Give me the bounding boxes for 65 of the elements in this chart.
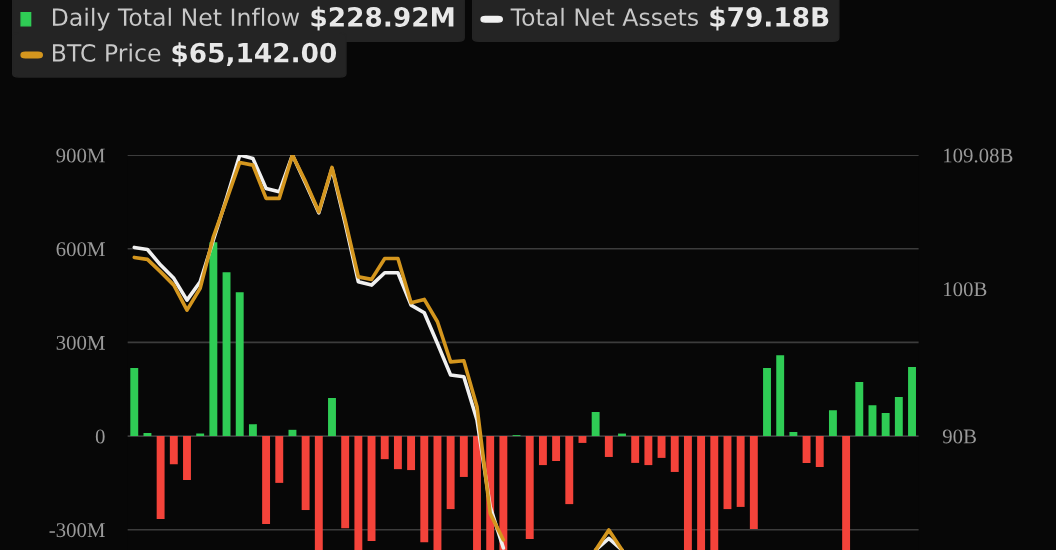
text: $65,142.00: [172, 42, 337, 67]
bar: [604, 436, 613, 457]
bar: [380, 436, 389, 460]
y-tick-label: 0: [95, 429, 105, 444]
y-tick-label: 600M: [56, 242, 105, 257]
text: $228.92M: [311, 6, 454, 31]
bar: [473, 436, 481, 550]
bar: [328, 397, 336, 437]
y2-tick-label: 109.08B: [944, 148, 1013, 163]
bar: [459, 436, 468, 477]
bar: [314, 436, 323, 550]
bar: [802, 436, 811, 463]
y-tick-label: -300M: [49, 523, 105, 538]
bar: [393, 436, 402, 470]
bar: [354, 436, 363, 550]
bar: [169, 436, 178, 465]
y-tick-label: 300M: [56, 335, 105, 350]
bar: [776, 355, 785, 437]
bar: [209, 242, 218, 437]
bar: [736, 436, 745, 507]
bar: [710, 436, 719, 550]
bar: [275, 436, 284, 483]
text: $79.18B: [710, 6, 829, 31]
bar: [631, 436, 640, 463]
bar: [341, 436, 350, 529]
bar: [143, 432, 152, 437]
y2-tick-label: 100B: [944, 282, 987, 297]
bar: [552, 436, 561, 462]
bar: [644, 436, 653, 466]
bar: [749, 436, 758, 530]
bar: [881, 412, 890, 437]
bar: [262, 436, 271, 525]
bar: [538, 436, 547, 466]
bar: [815, 436, 824, 467]
bar: [578, 436, 587, 443]
bar: [301, 436, 310, 511]
bar: [235, 292, 244, 437]
legend-label: BTC Price: [53, 43, 161, 62]
bar: [407, 436, 416, 471]
y-tick-label: 900M: [56, 148, 105, 163]
bar: [525, 436, 534, 540]
bar: [446, 436, 455, 510]
bar: [670, 436, 679, 472]
y2-tick-label: 90B: [942, 429, 976, 444]
bar: [288, 429, 297, 437]
bar: [130, 368, 139, 437]
bar: [156, 436, 165, 520]
bar: [499, 436, 508, 550]
bar: [248, 424, 257, 437]
legend-label: Total Net Assets: [510, 7, 698, 27]
bar: [420, 436, 429, 543]
bar: [842, 436, 851, 550]
legend-label: Daily Total Net Inflow: [53, 7, 300, 31]
bar: [657, 436, 666, 458]
bar: [908, 367, 916, 437]
bar: [894, 397, 903, 437]
bar: [855, 382, 864, 437]
bar: [763, 368, 771, 437]
bar: [683, 436, 692, 550]
bar: [591, 412, 600, 437]
bar: [789, 432, 798, 437]
bar: [697, 436, 706, 550]
bar: [183, 436, 191, 481]
bar: [565, 436, 574, 505]
bar: [828, 410, 837, 437]
